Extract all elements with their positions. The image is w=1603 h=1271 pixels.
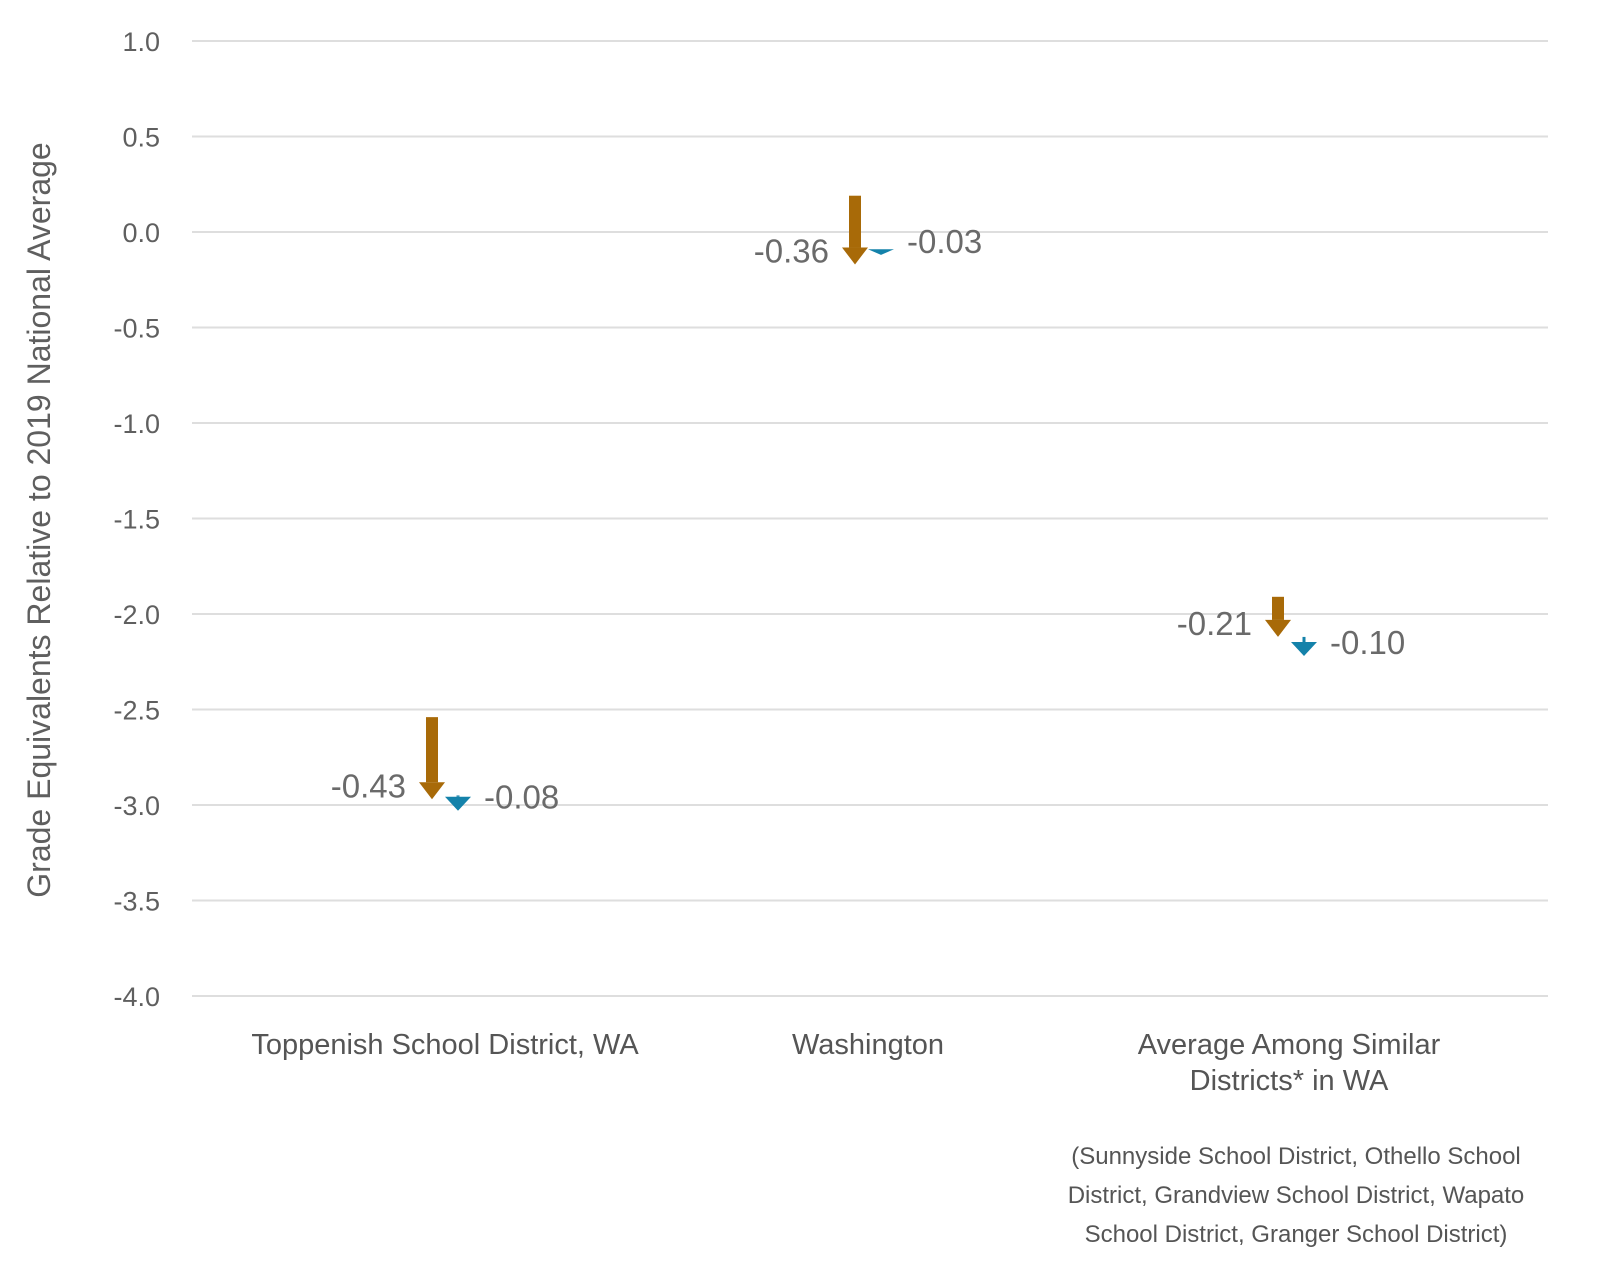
arrow-shaft xyxy=(849,195,861,248)
category-label: Average Among Similar xyxy=(1138,1029,1441,1061)
arrow-shaft xyxy=(456,795,460,797)
arrow-head xyxy=(1291,642,1317,657)
value-label: -0.08 xyxy=(484,779,559,816)
arrow-head xyxy=(445,796,471,811)
footnote: (Sunnyside School District, Othello Scho… xyxy=(1068,1143,1525,1248)
y-axis-label: Grade Equivalents Relative to 2019 Natio… xyxy=(21,142,57,897)
arrow-mark: -0.10 xyxy=(1291,624,1405,661)
arrow-shaft xyxy=(1272,596,1284,620)
footnote-line: School District, Granger School District… xyxy=(1085,1221,1508,1248)
arrow-head xyxy=(842,247,868,265)
y-tick-label: -0.5 xyxy=(113,314,160,344)
footnote-line: District, Grandview School District, Wap… xyxy=(1068,1182,1525,1209)
arrow-mark: -0.36 xyxy=(754,195,868,269)
arrow-mark: -0.21 xyxy=(1177,596,1291,642)
y-tick-label: -2.5 xyxy=(113,696,160,726)
y-tick-label: -3.5 xyxy=(113,887,160,917)
arrow-shaft xyxy=(426,717,438,783)
y-tick-label: 1.0 xyxy=(122,27,160,57)
arrow-head xyxy=(1265,619,1291,637)
y-tick-label: -1.5 xyxy=(113,505,160,535)
value-label: -0.21 xyxy=(1177,605,1252,642)
y-tick-label: 0.0 xyxy=(122,218,160,248)
arrow-mark: -0.43 xyxy=(331,717,445,804)
arrow-head xyxy=(868,249,894,255)
y-tick-label: -1.0 xyxy=(113,409,160,439)
arrow-mark: -0.03 xyxy=(868,223,982,260)
arrow-head xyxy=(419,782,445,800)
arrow-mark: -0.08 xyxy=(445,779,559,816)
x-axis-categories: Toppenish School District, WA Washington A… xyxy=(251,1029,1440,1097)
value-label: -0.36 xyxy=(754,232,829,269)
value-label: -0.03 xyxy=(907,223,982,260)
y-tick-label: -3.0 xyxy=(113,791,160,821)
gridlines xyxy=(192,40,1548,997)
category-label: Toppenish School District, WA xyxy=(251,1029,639,1061)
value-label: -0.10 xyxy=(1330,624,1405,661)
category-label: Districts* in WA xyxy=(1190,1065,1389,1097)
arrow-shaft xyxy=(1302,636,1306,643)
arrow-marks: -0.43 -0.36 -0.21 -0.08 -0.03 -0.10 xyxy=(331,195,1405,816)
category-label: Washington xyxy=(792,1029,944,1061)
y-tick-label: -4.0 xyxy=(113,982,160,1012)
value-label: -0.43 xyxy=(331,767,406,804)
footnote-line: (Sunnyside School District, Othello Scho… xyxy=(1071,1143,1521,1170)
y-tick-label: 0.5 xyxy=(122,123,160,153)
y-axis-ticks: 1.0 0.5 0.0 -0.5 -1.0 -1.5 -2.0 -2.5 -3.0 -3.5 -4.… xyxy=(113,27,160,1012)
y-tick-label: -2.0 xyxy=(113,600,160,630)
